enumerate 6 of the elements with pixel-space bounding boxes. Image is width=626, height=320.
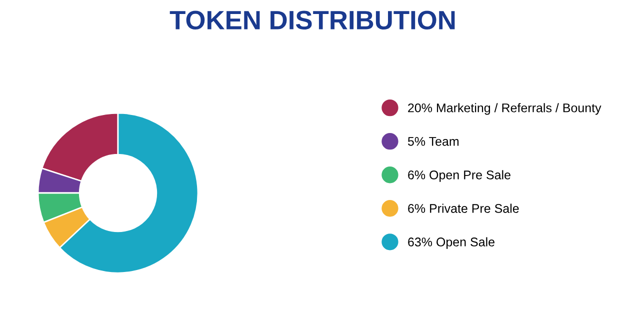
legend-label: 6% Private Pre Sale: [408, 204, 519, 213]
legend-label: 6% Open Pre Sale: [408, 170, 510, 182]
legend-label: 5% Team: [408, 137, 459, 146]
legend-label: 63% Open Sale: [408, 237, 494, 249]
chart-title: TOKEN DISTRIBUTION: [170, 10, 455, 30]
legend-label: 20% Marketing / Referrals / Bounty: [408, 103, 602, 115]
